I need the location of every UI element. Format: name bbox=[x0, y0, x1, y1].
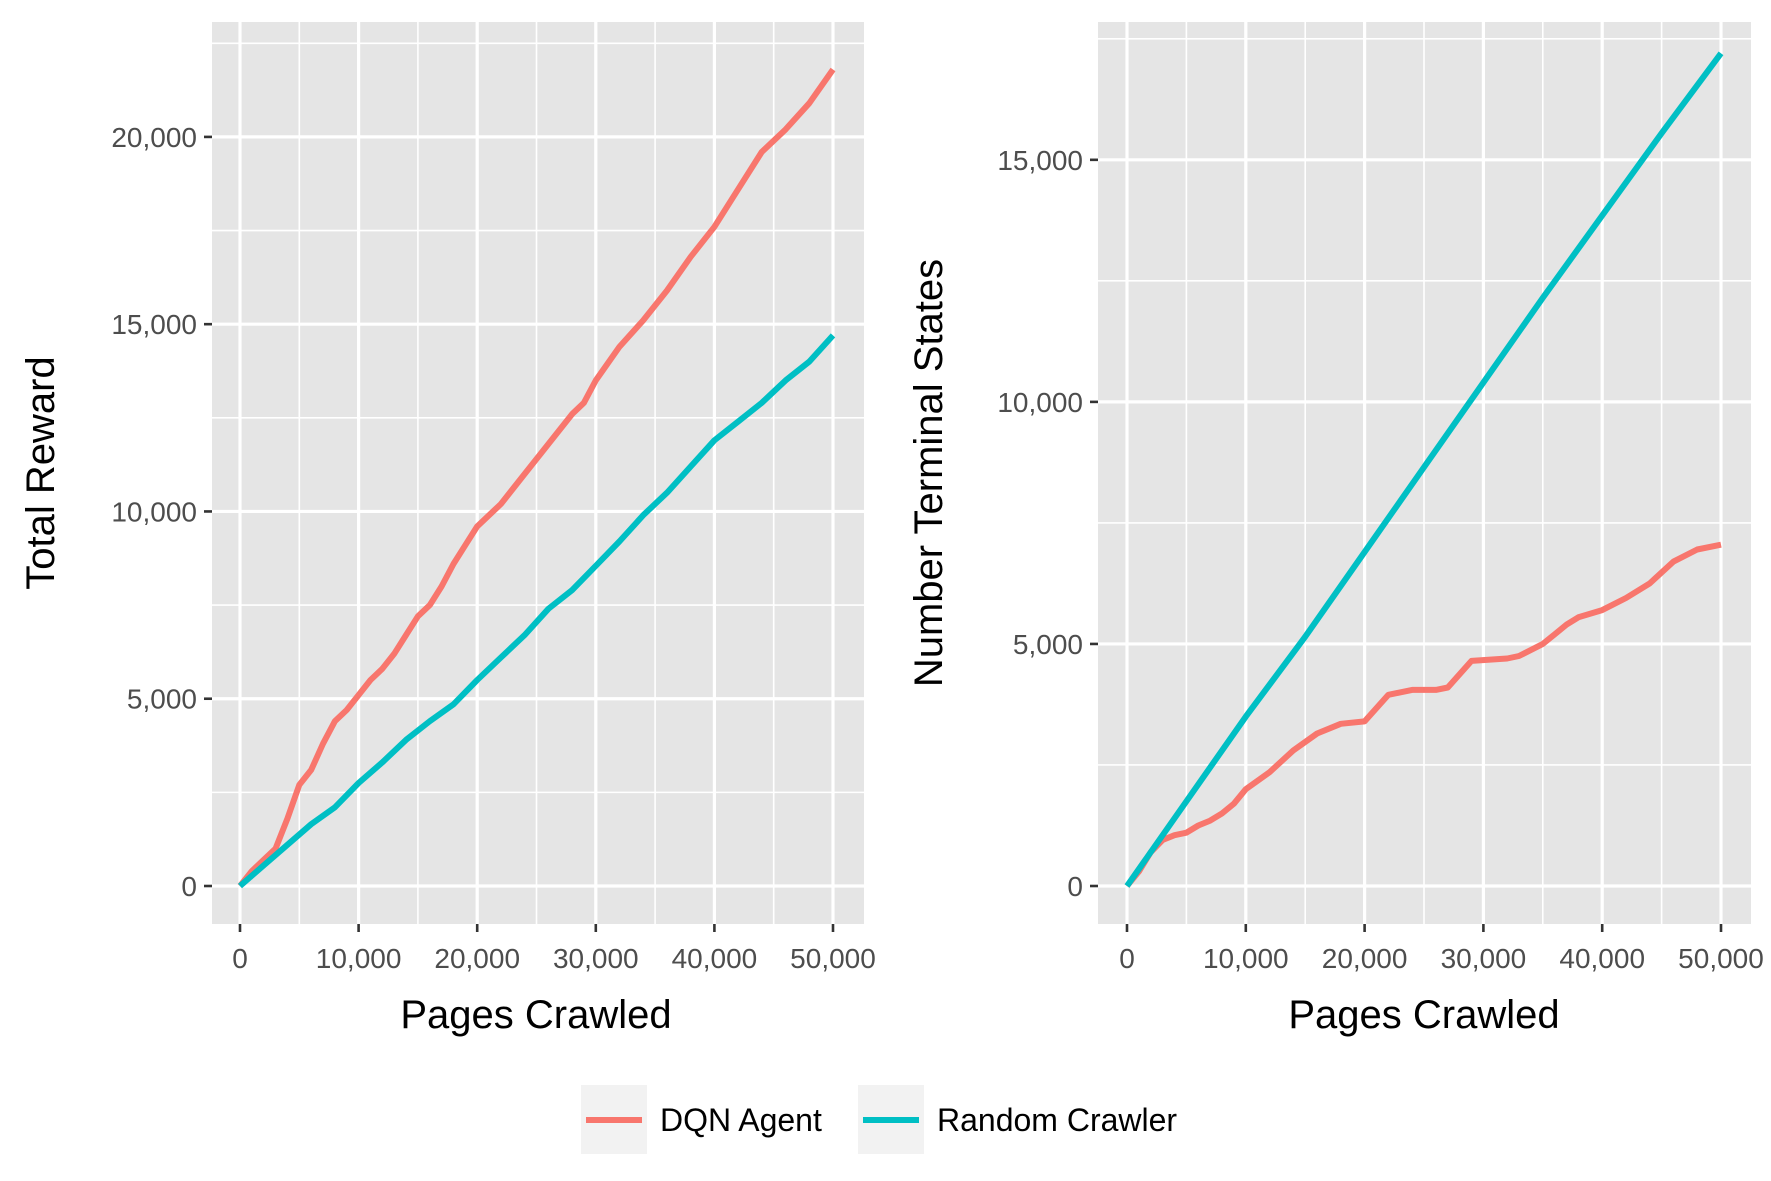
x-tick-label: 40,000 bbox=[1559, 943, 1645, 974]
legend: DQN Agent Random Crawler bbox=[581, 1085, 1177, 1154]
x-tick-label: 30,000 bbox=[1441, 943, 1527, 974]
x-tick-label: 20,000 bbox=[1322, 943, 1408, 974]
legend-label-dqn: DQN Agent bbox=[660, 1102, 822, 1138]
plot-background bbox=[212, 22, 864, 924]
x-tick-label: 10,000 bbox=[1203, 943, 1289, 974]
legend-label-random: Random Crawler bbox=[937, 1102, 1177, 1138]
x-tick-label: 50,000 bbox=[790, 943, 876, 974]
y-tick-label: 0 bbox=[1067, 871, 1083, 902]
series-line-dqn-agent bbox=[1124, 541, 1722, 888]
y-tick-label: 15,000 bbox=[997, 145, 1083, 176]
right-panel-terminal-states: 0 10,000 20,000 30,000 40,000 50,000 0 5,000 10,… bbox=[907, 22, 1764, 1037]
series-line-random-crawler bbox=[1124, 51, 1724, 888]
x-tick-label: 30,000 bbox=[553, 943, 639, 974]
y-axis-title: Number Terminal States bbox=[907, 259, 951, 687]
y-tick-label: 10,000 bbox=[111, 496, 197, 527]
y-tick-label: 20,000 bbox=[111, 122, 197, 153]
x-tick-label: 50,000 bbox=[1678, 943, 1764, 974]
y-tick-label: 5,000 bbox=[127, 684, 197, 715]
x-tick-label: 0 bbox=[1119, 943, 1135, 974]
y-tick-label: 5,000 bbox=[1013, 629, 1083, 660]
x-tick-label: 10,000 bbox=[316, 943, 402, 974]
series-line-random-crawler bbox=[238, 333, 836, 889]
y-axis-title: Total Reward bbox=[19, 356, 63, 589]
y-tick-label: 15,000 bbox=[111, 309, 197, 340]
x-axis-title: Pages Crawled bbox=[400, 993, 671, 1037]
y-tick-label: 0 bbox=[181, 871, 197, 902]
y-tick-label: 10,000 bbox=[997, 387, 1083, 418]
x-tick-label: 20,000 bbox=[434, 943, 520, 974]
series-line-dqn-agent bbox=[237, 67, 836, 888]
x-axis-title: Pages Crawled bbox=[1288, 993, 1559, 1037]
left-panel-total-reward: 0 10,000 20,000 30,000 40,000 50,000 0 5,000 10,… bbox=[19, 22, 876, 1037]
x-tick-label: 0 bbox=[232, 943, 248, 974]
x-tick-label: 40,000 bbox=[672, 943, 758, 974]
